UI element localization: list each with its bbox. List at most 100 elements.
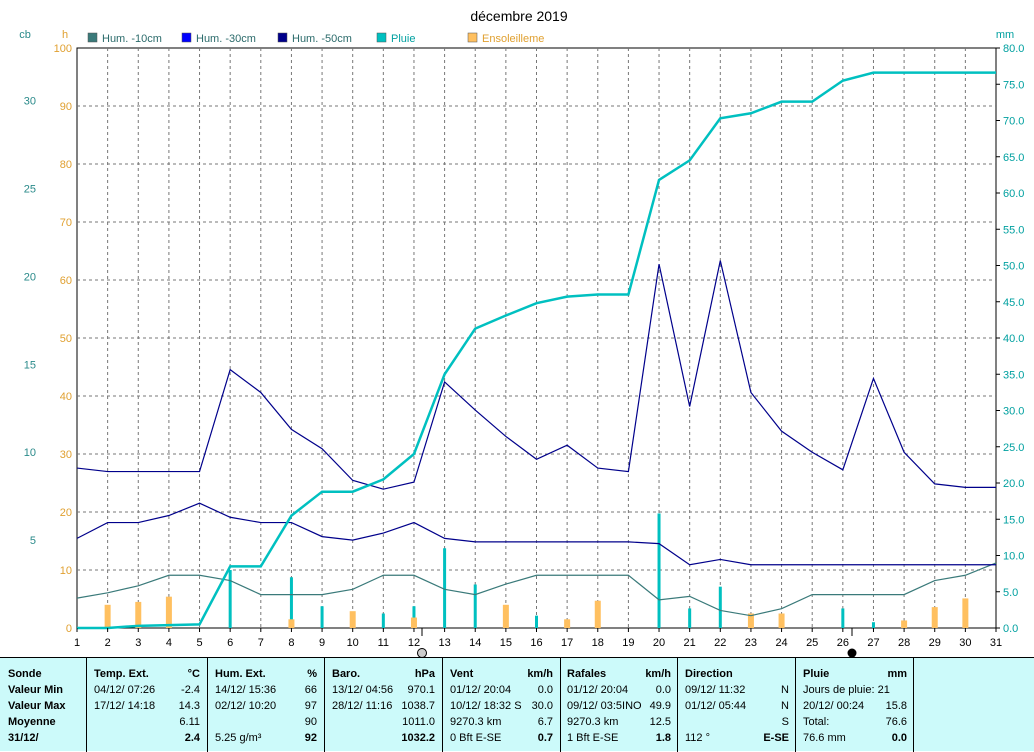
table-row: 09/12/ 11:32 N <box>685 682 789 698</box>
cell-value: N <box>781 700 789 712</box>
series-line <box>76 562 997 617</box>
x-tick-label: 30 <box>959 637 971 649</box>
x-tick-label: 18 <box>592 637 604 649</box>
cb-tick-label: 25 <box>24 184 36 196</box>
axis-label-cb: cb <box>19 29 31 41</box>
rain-bar <box>289 577 293 628</box>
table-row: 04/12/ 07:26 -2.4 <box>94 682 200 698</box>
table-row: 76.6 mm 0.0 <box>803 730 907 746</box>
x-tick-label: 4 <box>166 637 172 649</box>
cell-label: 17/12/ 14:18 <box>94 700 156 712</box>
cell-label: 14/12/ 15:36 <box>215 684 277 696</box>
moon-marker-icon <box>847 648 857 657</box>
rain-bar <box>718 586 722 628</box>
cell-value: -2.4 <box>181 684 200 696</box>
cb-tick-label: 30 <box>24 96 36 108</box>
cell-label: 09/12/ 11:32 <box>685 684 746 696</box>
sun-bar <box>410 617 417 628</box>
h-tick-label: 70 <box>60 217 72 229</box>
x-axis-markers <box>417 628 857 657</box>
row-label: Valeur Max <box>8 700 66 712</box>
legend-swatch <box>277 32 288 43</box>
x-tick-label: 16 <box>530 637 542 649</box>
sun-bar <box>747 613 754 628</box>
x-tick-label: 21 <box>684 637 696 649</box>
h-tick-label: 90 <box>60 101 72 113</box>
x-tick-label: 10 <box>347 637 359 649</box>
table-row: 1032.2 <box>332 730 435 746</box>
col-unit: % <box>307 668 317 680</box>
separator <box>913 658 914 752</box>
cell-value: 6.7 <box>537 716 553 728</box>
rain-bar <box>412 606 416 628</box>
x-tick-label: 19 <box>622 637 634 649</box>
x-tick-label: 25 <box>806 637 818 649</box>
series-line <box>76 260 996 490</box>
legend: Hum. -10cm Hum. -30cm Hum. -50cm Pluie Ensol… <box>87 32 544 45</box>
cell-label: 76.6 mm <box>803 732 846 744</box>
cell-value: 14.3 <box>178 700 200 712</box>
mm-tick-label: 40.0 <box>1003 333 1024 345</box>
x-tick-label: 3 <box>135 637 141 649</box>
rain-bar <box>443 548 447 628</box>
x-tick-label: 28 <box>898 637 910 649</box>
col-header-row: Hum. Ext.% <box>215 666 317 682</box>
separator <box>324 658 325 752</box>
cell-label: 09/12/ 03:5INO <box>567 700 642 712</box>
cell-value: 0.0 <box>537 684 553 696</box>
cell-label: 13/12/ 04:56 <box>332 684 394 696</box>
mm-tick-label: 60.0 <box>1003 188 1024 200</box>
cell-value: 970.1 <box>407 684 435 696</box>
cell-label: 01/12/ 20:04 <box>450 684 512 696</box>
cell-value: 92 <box>304 732 317 744</box>
table-row: 5.25 g/m³ 92 <box>215 730 317 746</box>
rain-bar <box>320 606 324 628</box>
sun-bar <box>288 619 295 628</box>
cb-tick-label: 15 <box>24 359 36 371</box>
x-tick-label: 20 <box>653 637 665 649</box>
col-header: Pluie <box>803 668 830 680</box>
cell-label: 01/12/ 20:04 <box>567 684 629 696</box>
table-row: 28/12/ 11:16 1038.7 <box>332 698 435 714</box>
table-row: 09/12/ 03:5INO 49.9 <box>567 698 671 714</box>
rain-bar <box>688 608 692 628</box>
col-header: Direction <box>685 668 733 680</box>
h-tick-label: 10 <box>60 565 72 577</box>
legend-swatch <box>181 32 192 43</box>
x-tick-label: 12 <box>408 637 420 649</box>
grid <box>77 48 996 628</box>
series-line <box>76 502 996 566</box>
cell-label: 5.25 g/m³ <box>215 732 262 744</box>
cell-label: 01/12/ 05:44 <box>685 700 747 712</box>
table-row: 112 ° E-SE <box>685 730 789 746</box>
cell-label: 9270.3 km <box>567 716 619 728</box>
mm-tick-label: 10.0 <box>1003 551 1024 563</box>
rain-bar <box>871 622 875 628</box>
rain-bar <box>841 608 845 628</box>
col-header: Baro. <box>332 668 361 680</box>
mm-tick-label: 70.0 <box>1003 116 1024 128</box>
weather-chart: 1 2 3 4 5 6 7 8 9 10 11 12 13 14 15 16 17 18 19 20 21 22 23 24 2… <box>19 8 1024 657</box>
col-header: Vent <box>450 668 474 680</box>
col-header-row: Pluie mm <box>803 666 907 682</box>
col-header-row: Temp. Ext. °C <box>94 666 200 682</box>
separator <box>207 658 208 752</box>
cell-value: 76.6 <box>885 716 907 728</box>
sun-bar <box>901 620 908 628</box>
table-row: 01/12/ 20:04 0.0 <box>567 682 671 698</box>
x-tick-label: 2 <box>105 637 111 649</box>
x-tick-label: 24 <box>775 637 787 649</box>
cell-value: 0.0 <box>891 732 907 744</box>
bars-layer <box>104 513 969 628</box>
h-tick-label: 100 <box>54 43 72 55</box>
col-header-row: Vent km/h <box>450 666 553 682</box>
col-header: Sonde <box>8 668 42 680</box>
h-tick-label: 0 <box>66 623 72 635</box>
cell-label: 04/12/ 07:26 <box>94 684 156 696</box>
table-row: 9270.3 km 6.7 <box>450 714 553 730</box>
cb-tick-label: 5 <box>30 535 36 547</box>
sun-bar <box>962 598 969 628</box>
h-tick-label: 50 <box>60 333 72 345</box>
mm-tick-label: 65.0 <box>1003 152 1024 164</box>
x-tick-label: 26 <box>837 637 849 649</box>
